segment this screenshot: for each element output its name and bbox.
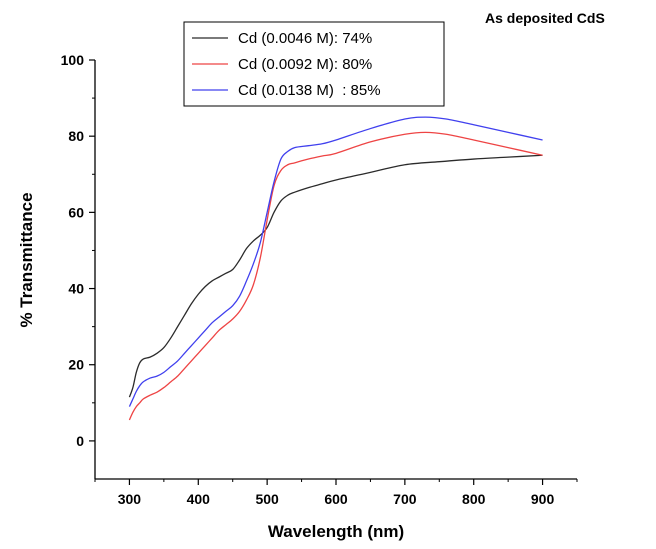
y-axis-title: % Transmittance xyxy=(17,192,36,327)
x-tick-label: 700 xyxy=(393,491,417,507)
chart-title: As deposited CdS xyxy=(485,10,605,26)
legend-label: Cd (0.0046 M): 74% xyxy=(238,30,372,47)
series-line-1 xyxy=(128,131,543,421)
x-tick-label: 500 xyxy=(255,491,279,507)
legend-label: Cd (0.0138 M) : 85% xyxy=(238,82,381,99)
legend-label: Cd (0.0092 M): 80% xyxy=(238,56,372,73)
x-tick-label: 400 xyxy=(187,491,211,507)
legend: Cd (0.0046 M): 74% Cd (0.0092 M): 80% Cd… xyxy=(183,21,445,107)
y-tick-label: 0 xyxy=(76,433,84,449)
y-tick-label: 40 xyxy=(68,281,84,297)
x-tick-label: 900 xyxy=(531,491,555,507)
series-lines xyxy=(128,116,543,421)
x-tick-label: 300 xyxy=(118,491,142,507)
y-tick-label: 20 xyxy=(68,357,84,373)
x-axis-title: Wavelength (nm) xyxy=(268,522,404,541)
tick-group: 0 20 40 60 80 100 300 400 500 600 700 800 900 xyxy=(61,52,578,507)
x-tick-label: 600 xyxy=(324,491,348,507)
y-tick-label: 80 xyxy=(68,128,84,144)
y-tick-label: 100 xyxy=(61,52,85,68)
y-tick-label: 60 xyxy=(68,204,84,220)
series-line-2 xyxy=(128,116,543,407)
x-tick-label: 800 xyxy=(462,491,486,507)
series-line-0 xyxy=(128,154,543,398)
